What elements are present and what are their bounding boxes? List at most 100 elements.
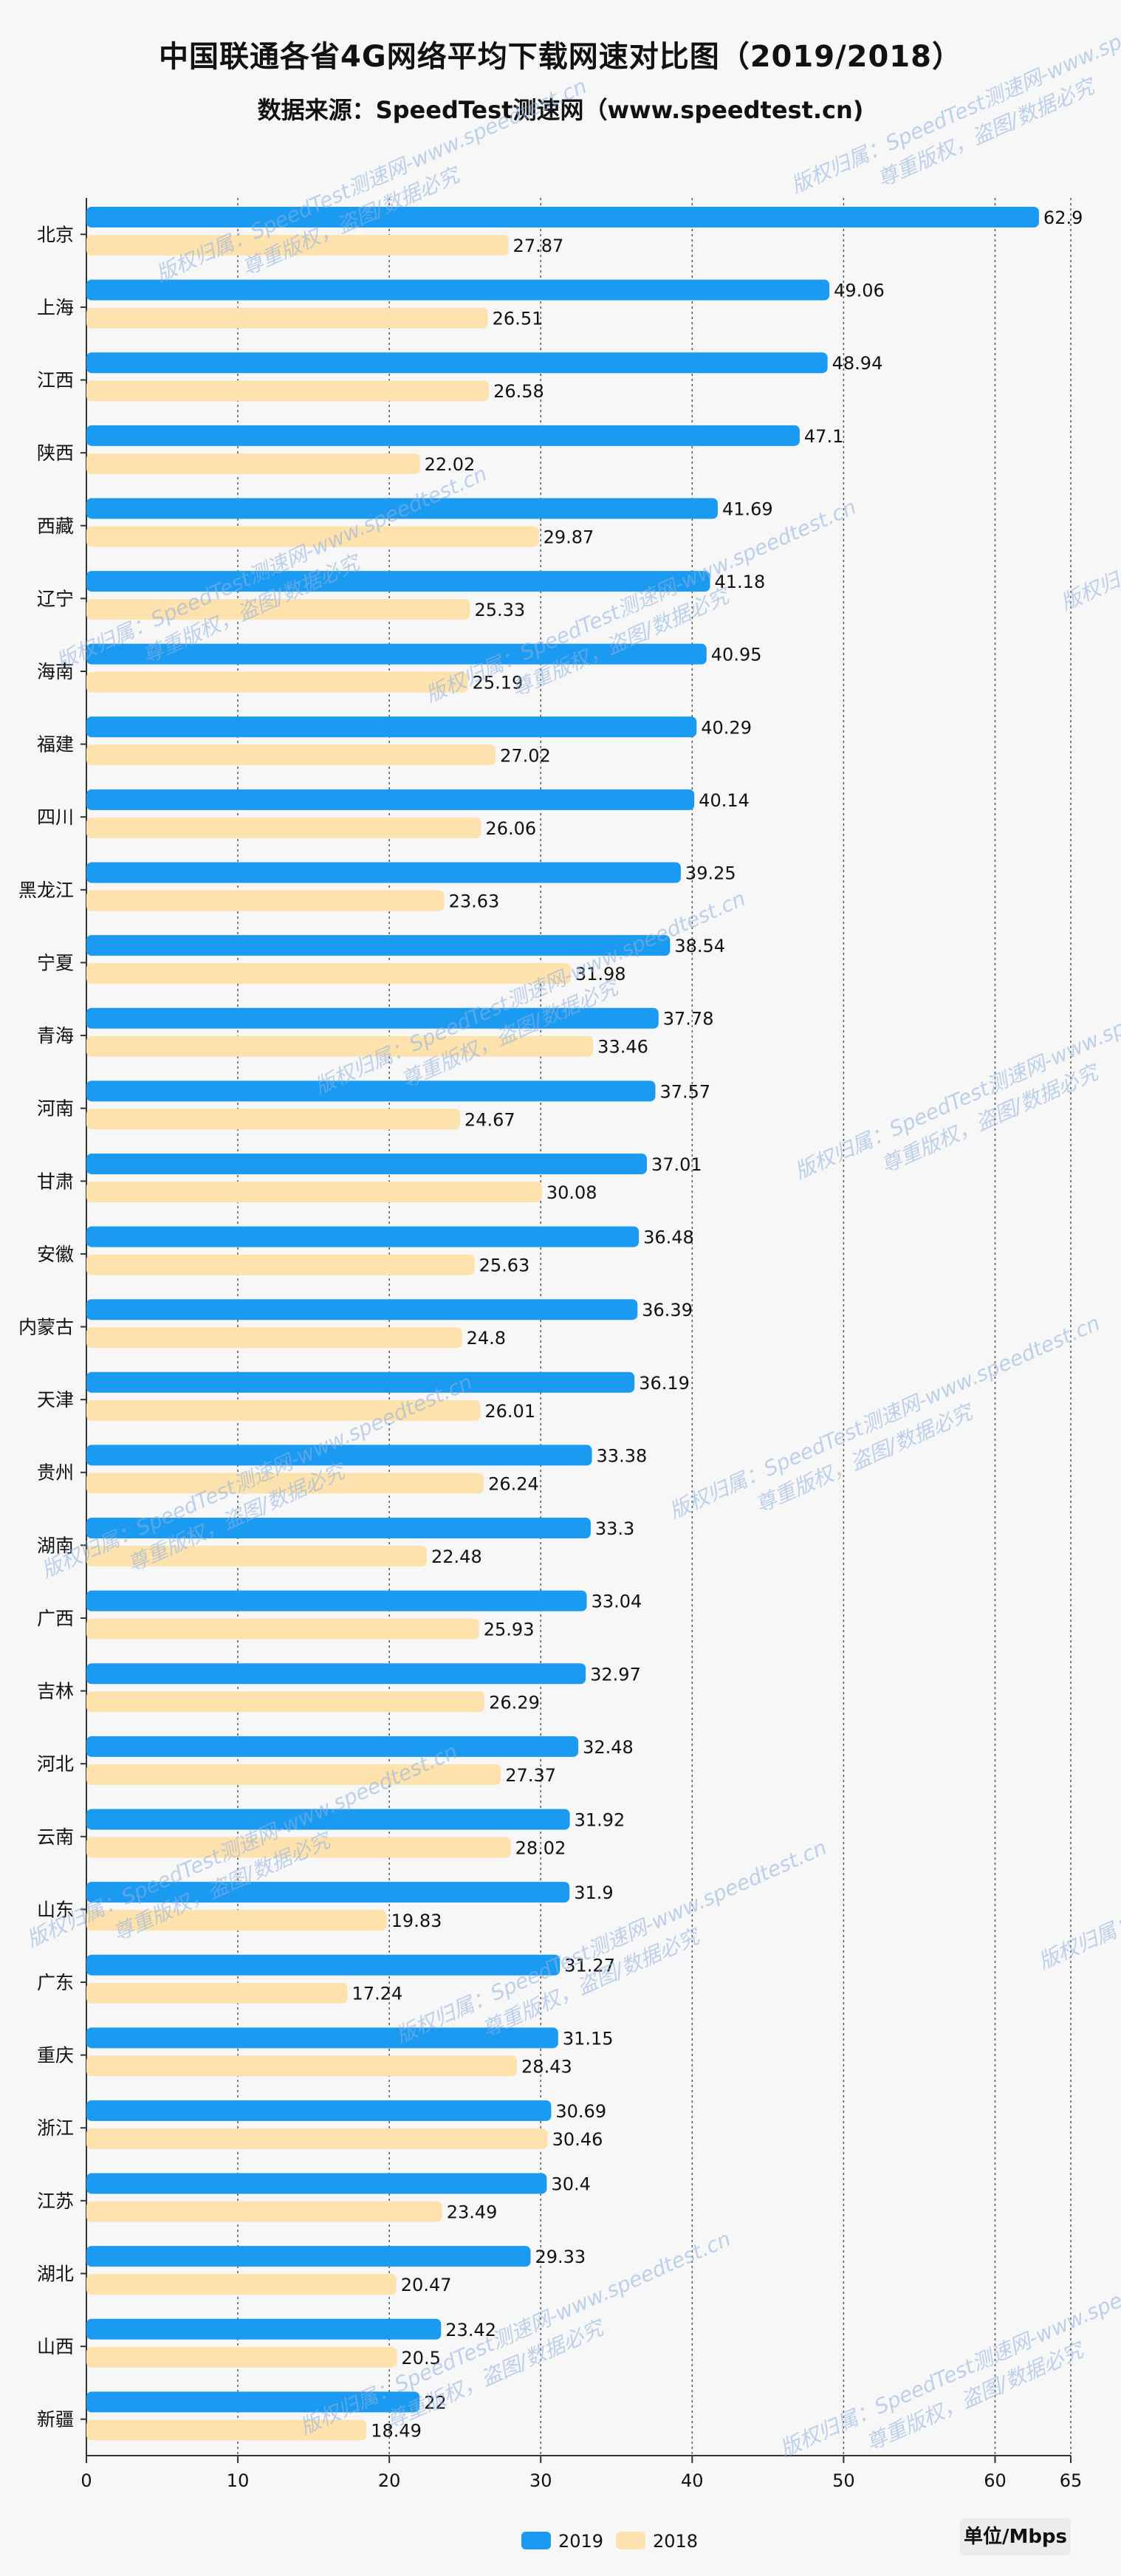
bar-2019	[86, 571, 710, 592]
bar-2018	[86, 2055, 518, 2077]
bar-2019	[86, 425, 800, 446]
category-label: 山西	[37, 2336, 74, 2357]
bar-2018	[86, 1982, 348, 2004]
data-label-2018: 26.24	[488, 1473, 539, 1494]
data-label-2019: 36.39	[642, 1300, 693, 1320]
legend-label-2018: 2018	[653, 2531, 698, 2552]
bar-2018	[86, 1181, 542, 1202]
data-label-2018: 25.93	[484, 1620, 535, 1640]
data-label-2019: 48.94	[832, 353, 883, 374]
bar-2018	[86, 1546, 428, 1567]
bar-2018	[86, 2419, 367, 2441]
category-label: 贵州	[37, 1462, 74, 1484]
bar-2019	[86, 207, 1039, 227]
data-label-2019: 33.04	[592, 1592, 642, 1612]
category-label: 青海	[37, 1025, 74, 1046]
data-label-2019: 33.3	[595, 1518, 634, 1539]
bar-2019	[86, 789, 695, 810]
data-label-2019: 31.92	[575, 1809, 625, 1830]
data-label-2018: 33.46	[597, 1037, 648, 1058]
data-label-2018: 31.98	[575, 964, 626, 984]
category-label: 北京	[37, 224, 74, 245]
data-label-2018: 26.51	[493, 309, 544, 329]
bar-2018	[86, 235, 509, 256]
bar-2019	[86, 1371, 635, 1393]
bar-2018	[86, 380, 490, 402]
category-label: 宁夏	[37, 952, 74, 973]
legend-label-2019: 2019	[558, 2531, 603, 2552]
data-label-2019: 36.19	[639, 1373, 690, 1394]
chart-title: 中国联通各省4G网络平均下载网速对比图（2019/2018）	[159, 40, 962, 74]
data-label-2018: 20.47	[401, 2275, 452, 2295]
bar-2018	[86, 890, 445, 911]
bar-2018	[86, 671, 468, 693]
data-label-2019: 23.42	[445, 2320, 496, 2340]
category-label: 湖南	[37, 1535, 74, 1556]
data-label-2018: 17.24	[352, 1984, 403, 2004]
x-tick-label: 10	[227, 2470, 250, 2491]
x-tick-label: 20	[378, 2470, 401, 2491]
category-label: 辽宁	[37, 588, 74, 609]
bar-2018	[86, 1910, 387, 1931]
data-label-2019: 37.57	[659, 1081, 710, 1102]
x-tick-label: 65	[1060, 2470, 1083, 2491]
category-label: 天津	[37, 1389, 74, 1411]
bar-2018	[86, 1837, 511, 1858]
bar-2019	[86, 935, 671, 956]
data-label-2019: 31.15	[563, 2028, 614, 2049]
bar-2019	[86, 1153, 647, 1174]
bar-2018	[86, 599, 470, 620]
bar-2018	[86, 2346, 397, 2368]
data-label-2018: 28.02	[515, 1837, 566, 1858]
category-label: 江西	[37, 370, 74, 391]
data-label-2018: 25.63	[479, 1256, 530, 1276]
category-label: 广东	[37, 1972, 74, 1993]
data-label-2018: 23.49	[447, 2202, 498, 2223]
data-label-2018: 22.48	[431, 1546, 482, 1567]
category-label: 上海	[37, 297, 74, 318]
bar-2019	[86, 1226, 640, 1247]
data-label-2019: 39.25	[685, 863, 736, 884]
data-label-2018: 27.37	[505, 1765, 556, 1786]
bar-2018	[86, 453, 420, 474]
x-tick-label: 40	[681, 2470, 704, 2491]
category-label: 福建	[37, 734, 74, 756]
bar-2019	[86, 2100, 552, 2121]
chart-subtitle: 数据来源：SpeedTest测速网（www.speedtest.cn)	[257, 96, 864, 124]
bar-2018	[86, 1400, 481, 1421]
bar-2018	[86, 2201, 442, 2222]
data-label-2019: 31.27	[564, 1956, 615, 1976]
bar-2019	[86, 2027, 558, 2049]
data-label-2018: 30.08	[546, 1182, 597, 1203]
unit-label: 单位/Mbps	[960, 2518, 1071, 2555]
data-label-2018: 26.29	[489, 1692, 540, 1713]
bar-2019	[86, 862, 681, 883]
data-label-2019: 41.18	[715, 572, 766, 592]
bar-2018	[86, 307, 488, 329]
data-label-2019: 31.9	[574, 1883, 613, 1903]
data-label-2019: 47.1	[804, 426, 843, 447]
category-label: 陕西	[37, 442, 74, 464]
category-label: 山东	[37, 1899, 74, 1920]
category-label: 河南	[37, 1098, 74, 1120]
category-label: 黑龙江	[18, 880, 74, 901]
data-label-2018: 26.58	[493, 381, 544, 402]
data-label-2019: 30.4	[551, 2174, 590, 2195]
bar-2018	[86, 526, 539, 547]
bar-2018	[86, 1618, 479, 1640]
data-label-2018: 23.63	[449, 891, 500, 912]
category-label: 江苏	[37, 2190, 74, 2212]
bar-2019	[86, 2391, 420, 2413]
data-label-2019: 33.38	[597, 1445, 648, 1466]
bar-2018	[86, 2274, 397, 2295]
bar-2019	[86, 2246, 531, 2267]
data-label-2018: 29.87	[544, 527, 594, 547]
data-label-2018: 25.33	[474, 600, 525, 620]
data-label-2019: 49.06	[834, 281, 885, 301]
category-label: 湖北	[37, 2263, 74, 2284]
bar-2019	[86, 1445, 592, 1466]
category-label: 吉林	[37, 1681, 74, 1702]
data-label-2019: 32.48	[583, 1737, 634, 1758]
data-label-2018: 20.5	[401, 2348, 440, 2368]
x-tick-label: 60	[984, 2470, 1007, 2491]
